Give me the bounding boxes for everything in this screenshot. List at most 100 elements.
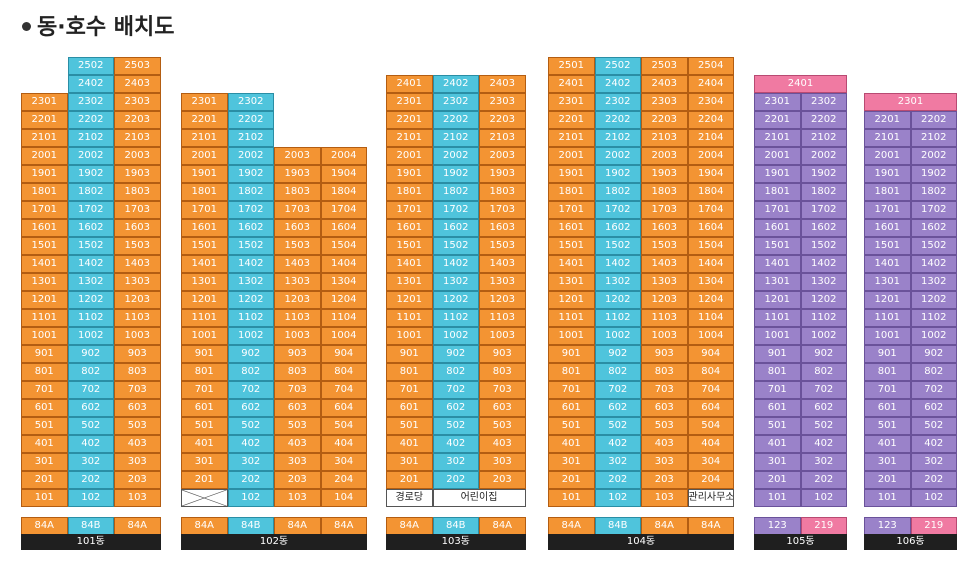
unit-cell: 2202 [67,111,114,129]
floor-row: 101 102 103 [21,489,161,507]
building-label: 102동 [181,534,367,550]
floor-row: 1201 1202 1203 [386,291,526,309]
floor-row: 1801 1802 [864,183,957,201]
unit-cell: 2101 [548,129,595,147]
unit-cell: 2403 [479,75,526,93]
unit-cell: 1403 [274,255,321,273]
unit-cell: 602 [227,399,274,417]
building-label: 103동 [386,534,526,550]
floor-row: 2401 [754,75,847,93]
unit-cell: 303 [479,453,526,471]
unit-cell: 602 [432,399,479,417]
unit-cell: 803 [479,363,526,381]
floor-row: 601 602 603 [386,399,526,417]
unit-type-row: 84A 84B 84A [21,517,161,535]
floor-row: 1701 1702 [754,201,847,219]
unit-cell: 2101 [21,129,68,147]
unit-cell: 201 [548,471,595,489]
unit-cell: 201 [386,471,433,489]
floor-row: 501 502 503 504 [181,417,367,435]
floor-row: 1901 1902 [754,165,847,183]
unit-cell: 301 [864,453,911,471]
unit-cell: 403 [114,435,161,453]
unit-cell: 702 [594,381,641,399]
unit-cell: 603 [479,399,526,417]
floor-row: 2101 2102 [864,129,957,147]
floor-row: 1501 1502 [864,237,957,255]
floor-row: 301 302 303 304 [181,453,367,471]
unit-cell: 1801 [386,183,433,201]
unit-cell: 1902 [594,165,641,183]
unit-cell: 1202 [910,291,957,309]
unit-cell: 2102 [800,129,847,147]
unit-cell: 1301 [386,273,433,291]
floor-row: 601 602 [864,399,957,417]
unit-cell: 1702 [910,201,957,219]
unit-cell: 1403 [479,255,526,273]
floor-row: 1301 1302 [754,273,847,291]
unit-cell: 1702 [432,201,479,219]
unit-type-cell: 84A [386,517,433,535]
unit-cell: 1901 [21,165,68,183]
unit-cell: 1901 [181,165,228,183]
floor-row: 501 502 [864,417,957,435]
unit-cell: 501 [386,417,433,435]
unit-cell: 401 [181,435,228,453]
unit-cell: 903 [114,345,161,363]
unit-cell: 1901 [386,165,433,183]
floor-row: 501 502 [754,417,847,435]
unit-cell: 1202 [227,291,274,309]
unit-cell: 1903 [114,165,161,183]
unit-cell: 1302 [594,273,641,291]
unit-cell: 1403 [114,255,161,273]
floor-row: 701 702 703 [386,381,526,399]
unit-cell: 501 [21,417,68,435]
unit-cell: 1701 [21,201,68,219]
floor-row: 2001 2002 2003 [21,147,161,165]
unit-cell: 1702 [67,201,114,219]
unit-cell: 1802 [227,183,274,201]
unit-cell: 2403 [641,75,688,93]
unit-cell: 701 [386,381,433,399]
unit-cell: 502 [910,417,957,435]
floor-row: 1501 1502 [754,237,847,255]
floor-row: 901 902 [864,345,957,363]
floor-row: 801 802 803 [21,363,161,381]
unit-cell: 901 [754,345,801,363]
floor-row: 1501 1502 1503 [386,237,526,255]
unit-cell: 302 [227,453,274,471]
unit-cell: 802 [910,363,957,381]
unit-cell: 1802 [432,183,479,201]
unit-cell: 2003 [274,147,321,165]
unit-type-cell: 219 [800,517,847,535]
unit-cell: 502 [594,417,641,435]
unit-cell: 903 [641,345,688,363]
unit-type-cell: 84A [320,517,367,535]
unit-cell: 1502 [594,237,641,255]
floor-row: 601 602 603 604 [181,399,367,417]
floor-row: 1101 1102 [754,309,847,327]
unit-type-cell: 84A [274,517,321,535]
unit-cell: 1502 [227,237,274,255]
unit-cell: 2203 [641,111,688,129]
unit-cell: 1903 [641,165,688,183]
floor-row: 1101 1102 1103 1104 [548,309,734,327]
unit-cell: 1501 [386,237,433,255]
bullet-icon [22,21,31,31]
floor-row: 501 502 503 [386,417,526,435]
unit-cell: 1203 [114,291,161,309]
unit-cell: 1901 [864,165,911,183]
unit-cell: 1402 [594,255,641,273]
floor-row: 2502 2503 [21,57,161,75]
unit-cell: 2103 [114,129,161,147]
unit-cell: 204 [320,471,367,489]
unit-cell: 1101 [21,309,68,327]
unit-cell: 1802 [594,183,641,201]
floor-row: 1501 1502 1503 1504 [548,237,734,255]
unit-cell: 601 [21,399,68,417]
unit-cell: 904 [687,345,734,363]
unit-cell: 403 [479,435,526,453]
unit-cell: 1202 [67,291,114,309]
unit-cell: 2302 [67,93,114,111]
unit-cell: 1201 [754,291,801,309]
